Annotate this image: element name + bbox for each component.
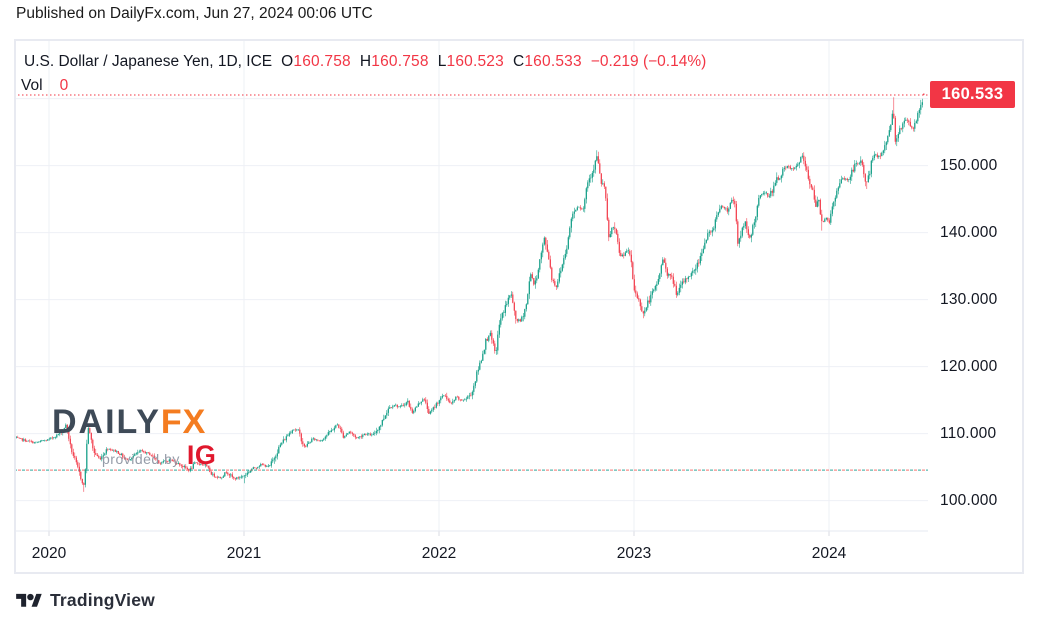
ig-logo: IG [186, 440, 217, 470]
published-caption: Published on DailyFx.com, Jun 27, 2024 0… [16, 5, 373, 22]
low-value: 160.523 [446, 53, 504, 70]
ohlc-low: L160.523 [438, 53, 504, 71]
legend-row-volume: Vol 0 [21, 77, 68, 95]
y-axis-label: 100.000 [940, 491, 998, 509]
high-label: H [359, 53, 372, 70]
change-value: −0.219 (−0.14%) [590, 53, 707, 70]
x-axis-label: 2023 [616, 545, 652, 562]
close-value: 160.533 [524, 53, 582, 70]
open-value: 160.758 [293, 53, 351, 70]
y-axis-label: 120.000 [940, 357, 998, 375]
y-axis-label: 140.000 [940, 223, 998, 241]
dailyfx-logo-daily: DAILY [52, 403, 161, 441]
tradingview-logo-icon [16, 593, 42, 607]
x-axis-label: 2020 [31, 545, 67, 562]
provided-by-label: provided by [102, 451, 180, 467]
dailyfx-watermark: DAILYFX provided by IG [52, 405, 216, 469]
candlestick-plot [14, 39, 930, 536]
chart-frame: U.S. Dollar / Japanese Yen, 1D, ICE O160… [14, 39, 1024, 574]
high-value: 160.758 [371, 53, 429, 70]
provided-by-line: provided by IG [102, 442, 216, 469]
open-label: O [281, 53, 294, 70]
ohlc-close: C160.533 [513, 53, 582, 71]
ohlc-high: H160.758 [360, 53, 429, 71]
x-axis-label: 2021 [226, 545, 262, 562]
low-label: L [437, 53, 447, 70]
legend-row-main: U.S. Dollar / Japanese Yen, 1D, ICE O160… [24, 53, 706, 71]
y-axis-label: 110.000 [940, 424, 997, 442]
x-axis-label: 2022 [421, 545, 457, 562]
y-axis-label: 130.000 [940, 290, 998, 308]
y-axis-label: 150.000 [940, 156, 998, 174]
last-price-label: 160.533 [930, 81, 1015, 108]
dailyfx-logo: DAILYFX [52, 405, 216, 439]
volume-value: 0 [59, 77, 69, 94]
ohlc-open: O160.758 [281, 53, 351, 71]
tradingview-label: TradingView [50, 590, 155, 610]
tradingview-attribution[interactable]: TradingView [16, 590, 155, 611]
volume-label: Vol [21, 77, 43, 94]
symbol-title: U.S. Dollar / Japanese Yen, 1D, ICE [24, 53, 273, 70]
close-label: C [512, 53, 525, 70]
dailyfx-logo-fx: FX [160, 403, 207, 441]
x-axis-label: 2024 [811, 545, 847, 562]
